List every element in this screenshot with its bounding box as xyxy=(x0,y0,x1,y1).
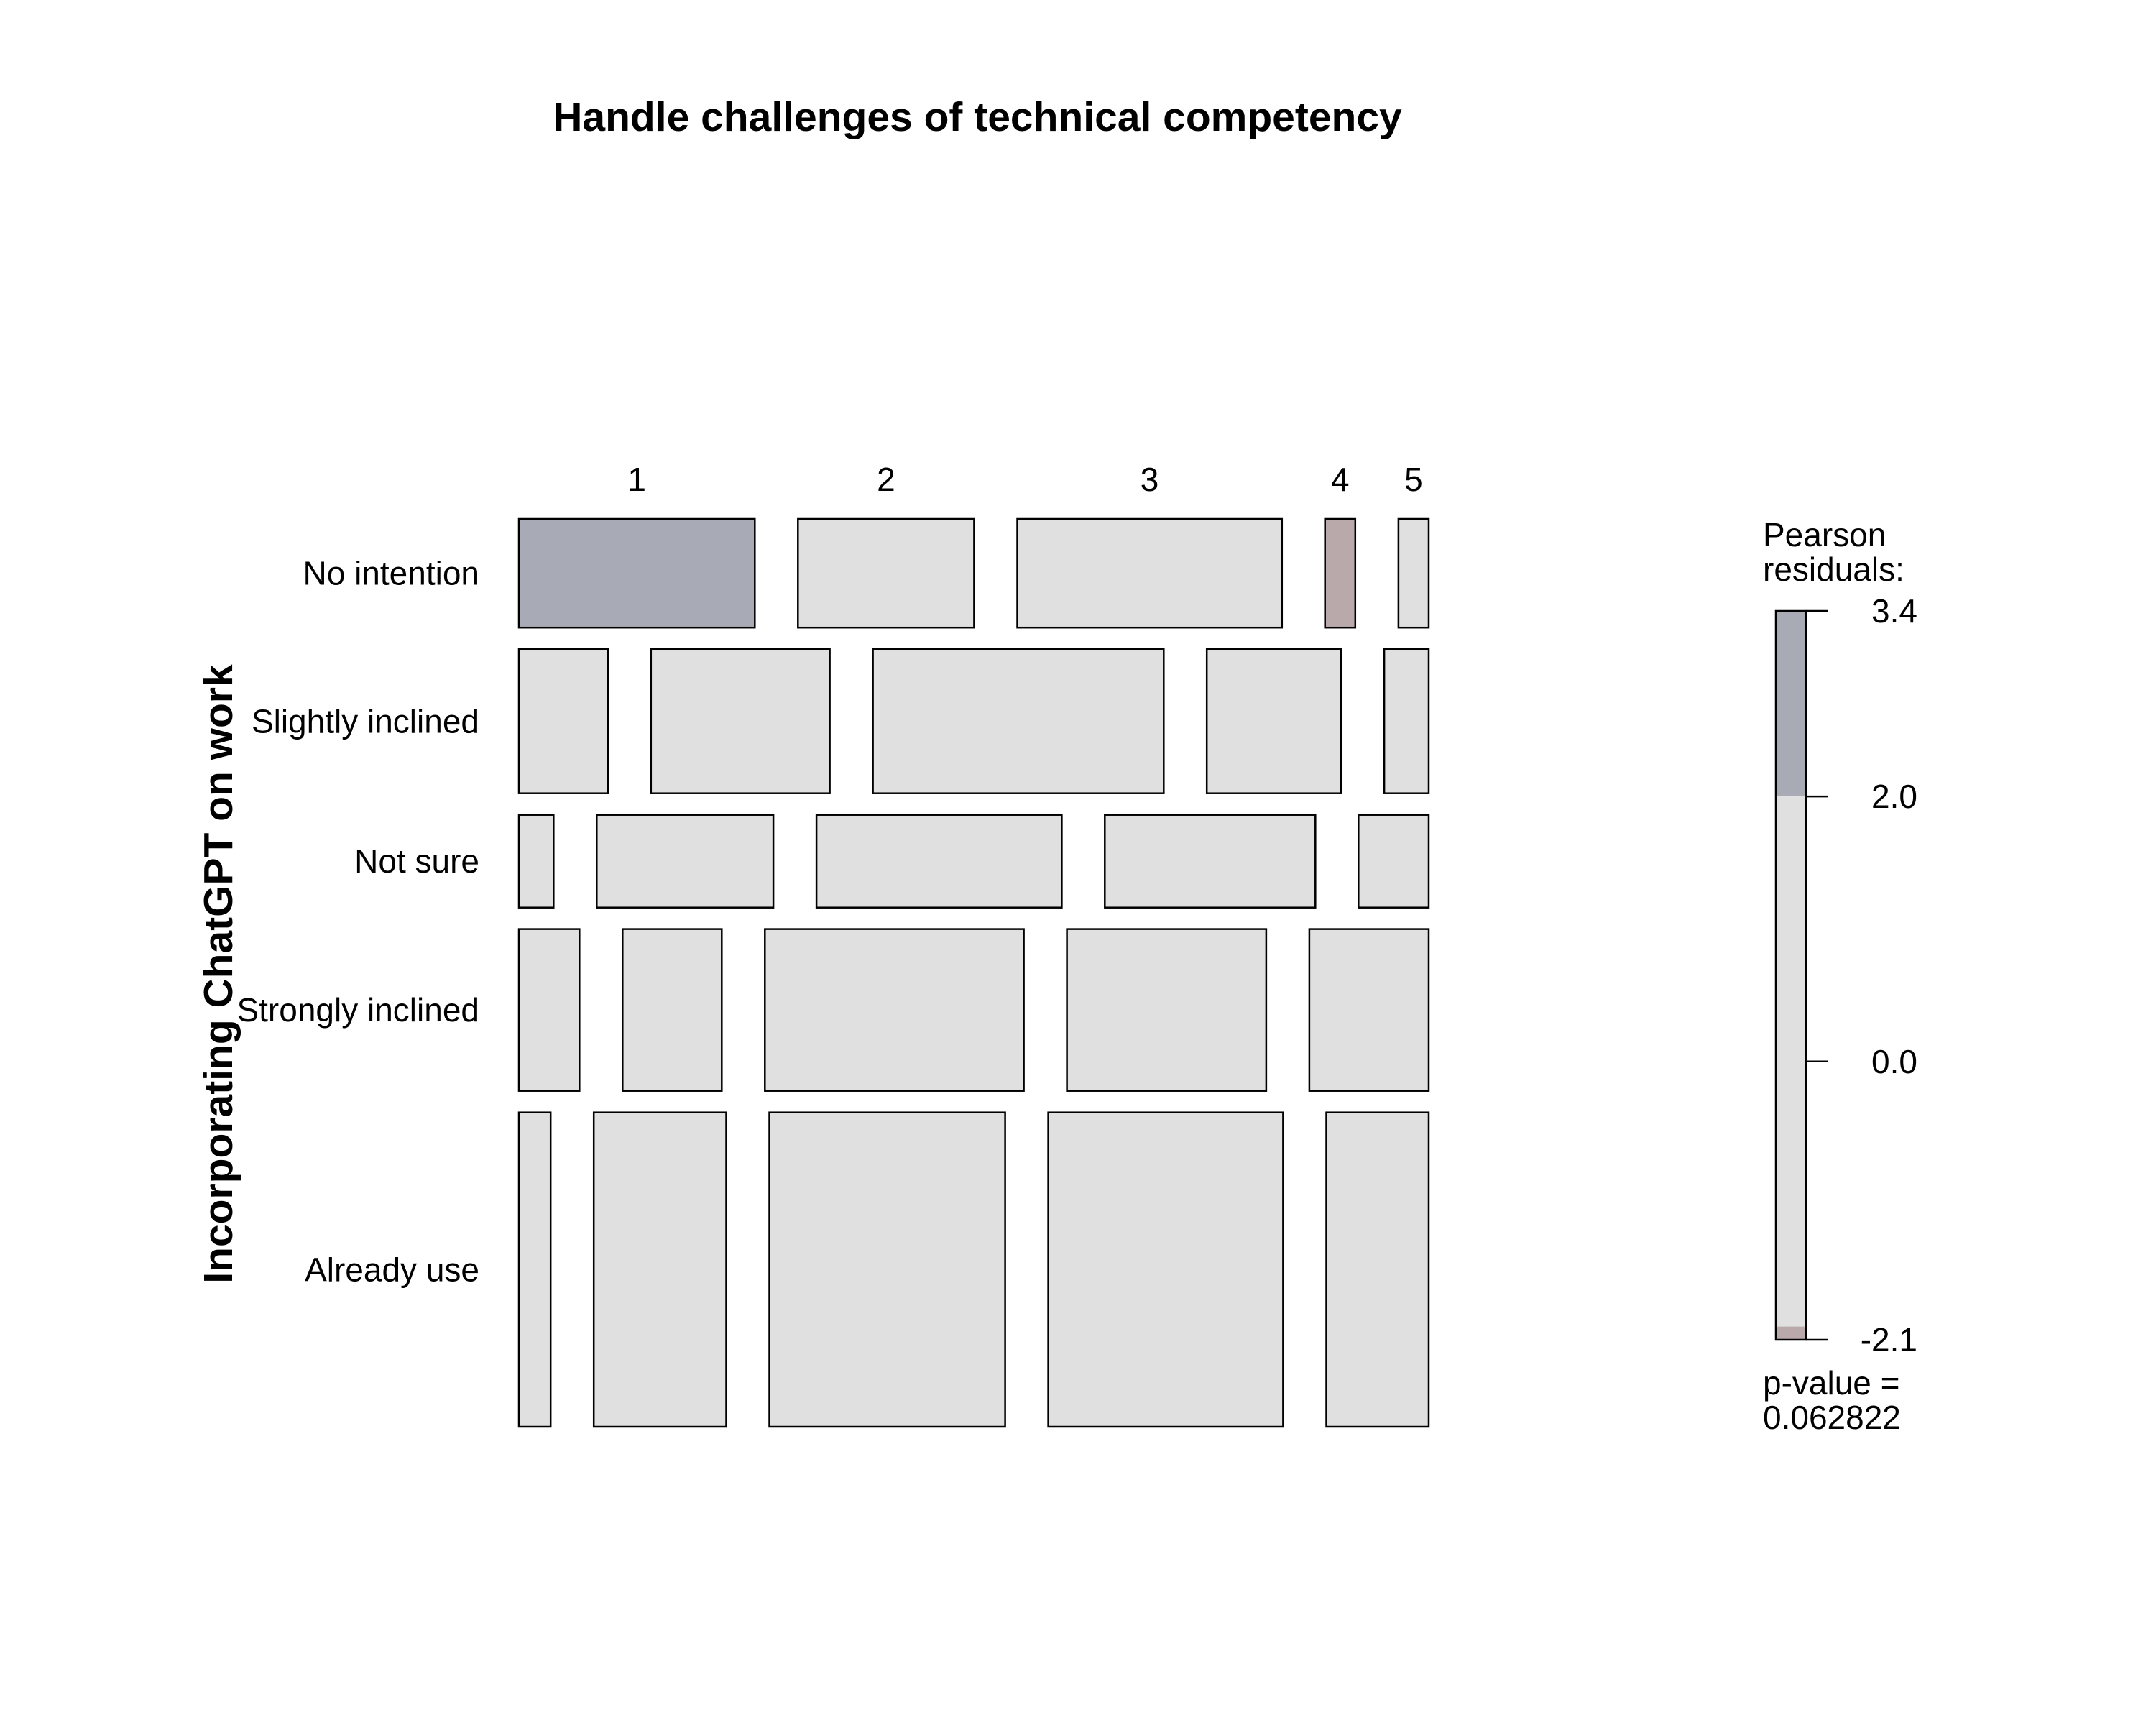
mosaic-cell-r4-c1 xyxy=(517,928,581,1092)
mosaic-cell-r1-c4 xyxy=(1324,518,1357,629)
legend-segment-low xyxy=(1776,1326,1806,1340)
mosaic-cell-r4-c2 xyxy=(622,928,723,1092)
mosaic-cell-r1-c1 xyxy=(517,518,756,629)
x-tick-3: 3 xyxy=(1141,461,1159,498)
mosaic-cell-r5-c1 xyxy=(517,1111,552,1428)
p-value-label: p-value = xyxy=(1763,1364,1900,1402)
legend-ticks: 3.4 2.0 0.0 -2.1 xyxy=(1806,592,1917,1358)
y-tick-not-sure: Not sure xyxy=(354,842,479,880)
x-tick-2: 2 xyxy=(877,461,895,498)
y-tick-no-intention: No intention xyxy=(303,555,480,592)
mosaic-cell-r3-c3 xyxy=(815,814,1063,908)
x-tick-4: 4 xyxy=(1331,461,1350,498)
legend-title-line1: Pearson xyxy=(1763,516,1886,553)
x-tick-labels: 1 2 3 4 5 xyxy=(627,461,1422,498)
p-value-number: 0.062822 xyxy=(1763,1399,1901,1436)
legend-bar-frame xyxy=(1774,610,1807,1341)
y-tick-slightly-inclined: Slightly inclined xyxy=(252,703,479,740)
legend-tick-label: -2.1 xyxy=(1861,1321,1917,1358)
y-tick-labels: No intention Slightly inclined Not sure Str… xyxy=(236,555,479,1289)
mosaic-cell-r5-c2 xyxy=(592,1111,727,1428)
mosaic-cell-r3-c2 xyxy=(596,814,775,908)
mosaic-cell-r3-c4 xyxy=(1104,814,1317,908)
residual-legend: Pearson residuals: 3.4 2.0 0.0 -2.1 p-value… xyxy=(1763,516,1917,1436)
mosaic-cell-r4-c3 xyxy=(764,928,1025,1092)
mosaic-cell-r1-c2 xyxy=(797,518,975,629)
mosaic-cell-r1-c3 xyxy=(1016,518,1284,629)
legend-tick-label: 2.0 xyxy=(1871,778,1917,815)
y-tick-already-use: Already use xyxy=(305,1251,479,1288)
legend-color-bar xyxy=(1774,610,1807,1341)
mosaic-cell-r2-c2 xyxy=(650,648,831,794)
mosaic-cell-r2-c4 xyxy=(1205,648,1342,794)
mosaic-cell-r3-c1 xyxy=(517,814,555,908)
mosaic-cell-r5-c4 xyxy=(1047,1111,1284,1428)
legend-segment-neutral xyxy=(1776,796,1806,1327)
mosaic-cell-r5-c5 xyxy=(1325,1111,1430,1428)
legend-segment-high xyxy=(1776,611,1806,797)
legend-tick-label: 0.0 xyxy=(1871,1043,1917,1080)
mosaic-cell-r3-c5 xyxy=(1358,814,1430,908)
x-tick-5: 5 xyxy=(1404,461,1423,498)
x-tick-1: 1 xyxy=(627,461,646,498)
mosaic-cell-r4-c5 xyxy=(1308,928,1430,1092)
chart-title: Handle challenges of technical competenc… xyxy=(553,94,1402,140)
mosaic-cell-r2-c3 xyxy=(872,648,1165,794)
mosaic-cell-r2-c5 xyxy=(1383,648,1430,794)
mosaic-cell-r4-c4 xyxy=(1066,928,1268,1092)
legend-title-line2: residuals: xyxy=(1763,551,1904,588)
y-axis-label: Incorporating ChatGPT on work xyxy=(195,664,241,1284)
mosaic-cell-r2-c1 xyxy=(517,648,609,794)
mosaic-cells xyxy=(517,518,1430,1428)
mosaic-cell-r1-c5 xyxy=(1397,518,1430,629)
mosaic-cell-r5-c3 xyxy=(768,1111,1006,1428)
y-tick-strongly-inclined: Strongly inclined xyxy=(236,991,479,1029)
legend-tick-label: 3.4 xyxy=(1871,592,1917,630)
